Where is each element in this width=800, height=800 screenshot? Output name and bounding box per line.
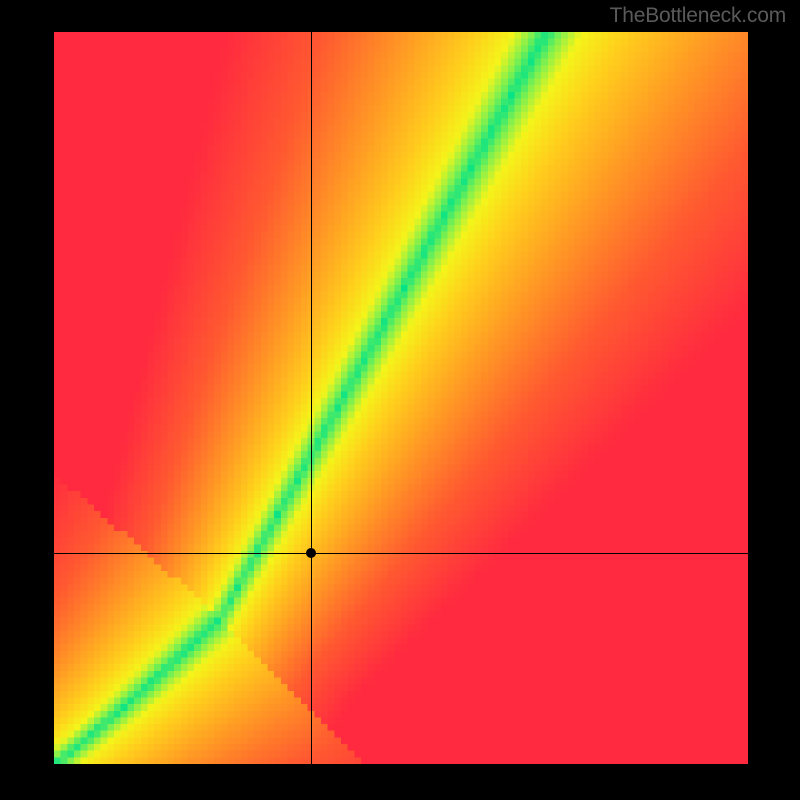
- crosshair-horizontal: [54, 553, 748, 554]
- heatmap-plot: [54, 32, 748, 764]
- watermark-text: TheBottleneck.com: [610, 4, 786, 28]
- heatmap-canvas: [54, 32, 748, 764]
- crosshair-marker: [306, 548, 316, 558]
- crosshair-vertical: [311, 32, 312, 764]
